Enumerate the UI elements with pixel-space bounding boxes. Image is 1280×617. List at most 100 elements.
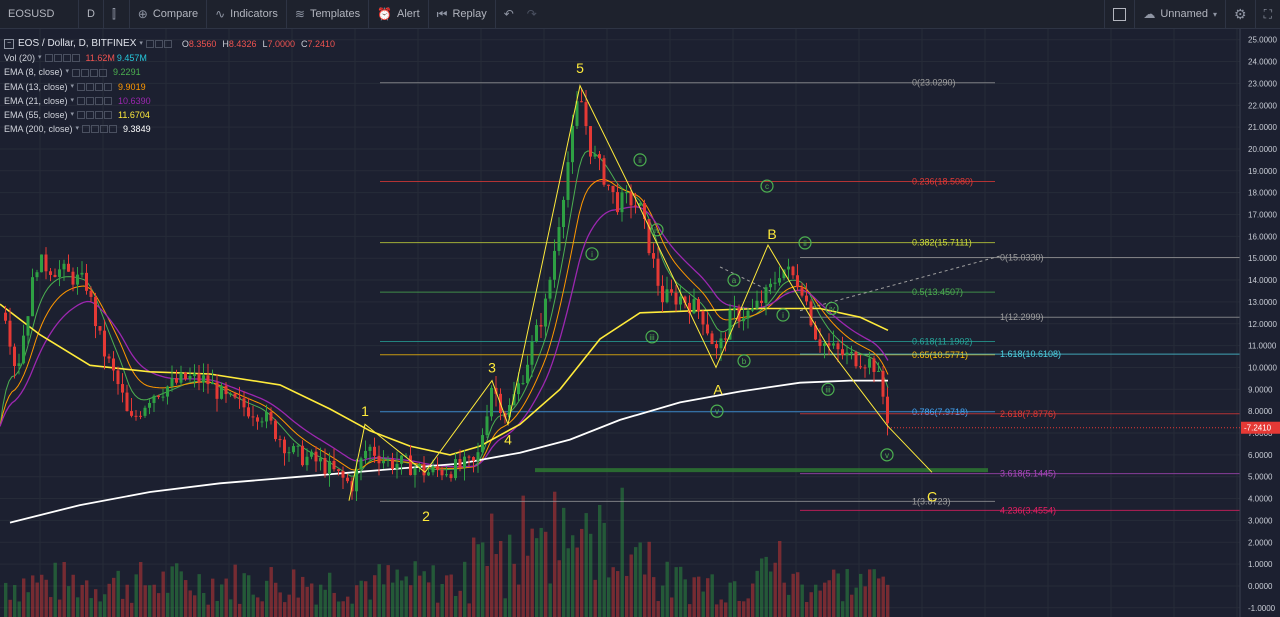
price-tick-label: 19.0000: [1248, 167, 1277, 176]
volume-bar: [125, 584, 129, 617]
redo-button[interactable]: ↷: [527, 0, 550, 28]
candle-body: [382, 460, 385, 464]
volume-bar: [634, 547, 638, 617]
fib-level-label: 0.382(15.7111): [912, 238, 972, 248]
study-actions[interactable]: [77, 111, 113, 120]
candle-body: [121, 384, 124, 393]
undo-button[interactable]: ↶: [496, 0, 527, 28]
chevron-down-icon[interactable]: ▾: [75, 125, 80, 133]
candle-body: [80, 272, 84, 275]
study-actions[interactable]: [77, 82, 113, 91]
wave-label-circle: [727, 273, 741, 287]
wave-label: ii: [638, 156, 642, 165]
symbol-search[interactable]: EOSUSD: [0, 0, 79, 28]
candle-body: [355, 469, 358, 492]
candle-body: [373, 446, 376, 456]
replay-button[interactable]: ⏮ Replay: [429, 0, 496, 28]
series-actions[interactable]: [145, 40, 172, 49]
candle-body: [422, 464, 426, 476]
volume-bars: [4, 487, 890, 617]
candle-body: [22, 335, 25, 364]
study-actions[interactable]: [82, 125, 118, 134]
candle-body: [845, 352, 849, 356]
alert-label: Alert: [397, 8, 420, 20]
volume-bar: [679, 566, 683, 617]
volume-bar: [832, 569, 836, 617]
alert-button[interactable]: ⏰ Alert: [369, 0, 429, 28]
volume-bar: [170, 566, 174, 617]
candle-body: [188, 376, 192, 380]
chart-type-button[interactable]: ⫿: [104, 0, 130, 28]
volume-bar: [332, 592, 336, 617]
study-row[interactable]: EMA (21, close) ▾ 10.6390: [4, 94, 335, 108]
gear-icon: ⚙: [1234, 5, 1247, 22]
chevron-down-icon[interactable]: ▾: [70, 82, 75, 90]
chevron-down-icon[interactable]: ▾: [139, 40, 143, 47]
volume-bar: [751, 583, 755, 617]
volume-bar: [409, 585, 413, 617]
candle-body: [206, 375, 210, 385]
price-chart[interactable]: 0(23.0290) 0.236(18.5080) 0.382(15.7111) 0.…: [0, 29, 1280, 617]
volume-bar: [724, 602, 728, 617]
study-row[interactable]: EMA (8, close) ▾ 9.2291: [4, 65, 335, 79]
volume-bar: [580, 528, 584, 617]
chevron-down-icon[interactable]: ▾: [65, 68, 70, 76]
volume-bar: [152, 584, 156, 617]
study-actions[interactable]: [44, 54, 80, 63]
candle-body: [179, 372, 183, 383]
candle-body: [377, 455, 381, 464]
price-tick-label: 10.0000: [1248, 363, 1277, 372]
study-actions[interactable]: [72, 68, 108, 77]
study-actions[interactable]: [77, 96, 113, 105]
study-row[interactable]: EMA (55, close) ▾ 11.6704: [4, 108, 335, 122]
volume-bar: [179, 571, 183, 617]
interval-button[interactable]: D: [79, 0, 104, 28]
volume-bar: [503, 598, 507, 617]
volume-bar: [710, 574, 714, 617]
indicators-button[interactable]: ∿ Indicators: [207, 0, 287, 28]
volume-bar: [485, 565, 489, 617]
settings-button[interactable]: ⚙: [1226, 0, 1256, 28]
candle-body: [553, 250, 556, 280]
study-row[interactable]: Vol (20) ▾ 11.62M 9.457M: [4, 51, 335, 65]
candle-body: [584, 102, 588, 127]
study-row[interactable]: EMA (200, close) ▾ 9.3849: [4, 122, 335, 136]
candle-body: [697, 299, 700, 312]
candle-body: [310, 451, 313, 457]
wave-label-circle: [776, 308, 790, 322]
alarm-clock-icon: ⏰: [377, 7, 393, 21]
candle-body: [413, 467, 417, 476]
volume-bar: [193, 595, 197, 617]
candle-body: [809, 301, 813, 326]
candle-body: [44, 254, 48, 272]
series-title[interactable]: EOS / Dollar, D, BITFINEX: [18, 38, 137, 49]
chevron-down-icon[interactable]: ▾: [38, 54, 42, 62]
volume-bar: [625, 575, 629, 617]
candle-body: [629, 192, 633, 206]
candle-body: [544, 298, 547, 327]
study-row[interactable]: EMA (13, close) ▾ 9.9019: [4, 80, 335, 94]
layout-menu[interactable]: ☁ Unnamed ▾: [1135, 0, 1227, 28]
templates-button[interactable]: ≋ Templates: [287, 0, 370, 28]
volume-bar: [341, 601, 345, 617]
fullscreen-toggle[interactable]: [1104, 0, 1136, 28]
candle-body: [314, 451, 318, 462]
candle-body: [872, 358, 876, 372]
candle-body: [751, 308, 754, 311]
collapse-icon[interactable]: −: [4, 39, 14, 50]
candle-body: [211, 382, 214, 385]
chevron-down-icon[interactable]: ▾: [70, 111, 75, 119]
volume-bar: [548, 583, 552, 617]
candle-body: [670, 289, 673, 293]
volume-bar: [566, 548, 570, 617]
volume-bar: [35, 582, 39, 617]
volume-bar: [445, 575, 449, 617]
chevron-down-icon[interactable]: ▾: [70, 96, 75, 104]
study-list: Vol (20) ▾ 11.62M 9.457M EMA (8, close) ▾ 9.22…: [4, 51, 335, 136]
volume-bar: [602, 522, 606, 617]
candle-body: [652, 253, 655, 259]
candle-body: [508, 405, 511, 418]
compare-button[interactable]: ⊕ Compare: [130, 0, 208, 28]
expand-button[interactable]: ⛶: [1256, 0, 1280, 28]
fib-level-label: 0.786(7.9718): [912, 407, 968, 417]
